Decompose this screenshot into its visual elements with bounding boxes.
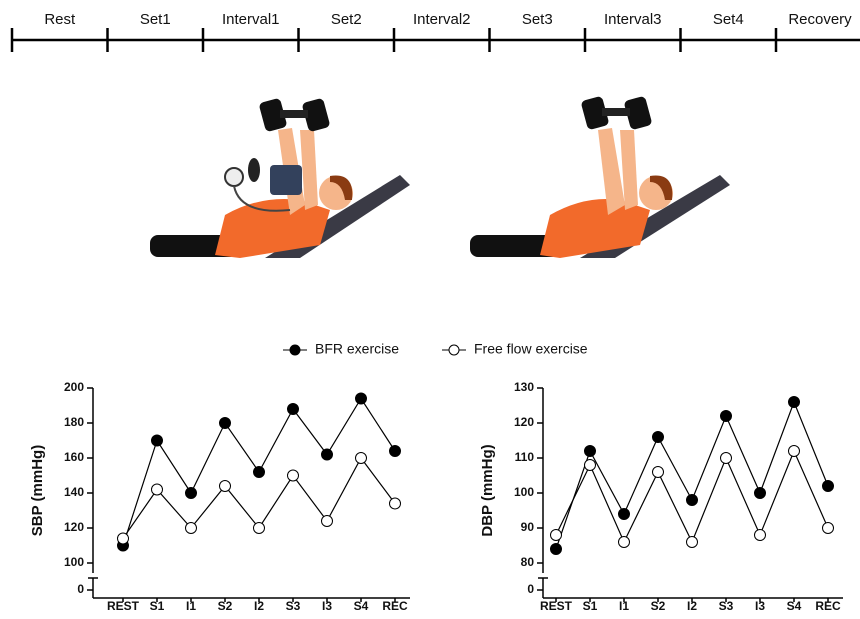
illustration-cuff [150, 98, 410, 258]
timeline-label: Set4 [713, 11, 744, 28]
y-tick-label: 100 [514, 485, 534, 499]
data-point [788, 396, 800, 408]
data-point [355, 452, 367, 464]
data-point [788, 445, 800, 457]
y-tick-label: 120 [514, 415, 534, 429]
data-point [151, 483, 163, 496]
timeline-label: Set3 [522, 11, 553, 28]
data-point [219, 480, 231, 492]
illustration-free [470, 96, 730, 258]
y-tick-label: 100 [64, 555, 84, 569]
timeline-label: Rest [44, 11, 76, 28]
x-tick-label: I1 [186, 599, 196, 613]
data-point [185, 487, 197, 499]
data-point [321, 515, 333, 527]
x-tick-label: I2 [254, 599, 264, 613]
x-tick-label: I2 [687, 599, 697, 613]
x-tick-label: S3 [286, 599, 301, 613]
x-tick-label: REC [815, 599, 841, 613]
timeline-label: Recovery [788, 11, 852, 28]
data-point [151, 434, 163, 447]
data-point [287, 469, 299, 482]
x-tick-label: S2 [218, 599, 233, 613]
data-point [618, 508, 630, 520]
x-tick-label: S4 [354, 599, 369, 613]
data-point [652, 431, 664, 443]
data-point [321, 448, 333, 461]
y-tick-label: 160 [64, 450, 84, 464]
y-tick-label: 0 [527, 582, 534, 596]
data-point [822, 480, 834, 492]
timeline-label: Set2 [331, 11, 362, 28]
x-tick-label: REST [540, 599, 573, 613]
y-axis-label: SBP (mmHg) [29, 445, 46, 536]
data-point [652, 466, 664, 478]
y-tick-label: 180 [64, 415, 84, 429]
y-tick-label: 120 [64, 520, 84, 534]
legend-marker [289, 344, 301, 356]
data-point [117, 532, 129, 545]
y-tick-label: 110 [515, 450, 535, 464]
timeline-label: Interval2 [413, 11, 471, 28]
legend-marker [448, 344, 460, 356]
x-tick-label: REST [107, 599, 140, 613]
data-point [584, 459, 596, 471]
data-point [686, 494, 698, 506]
data-point [754, 529, 766, 541]
y-tick-label: 90 [521, 520, 535, 534]
x-tick-label: I3 [322, 599, 332, 613]
data-point [389, 497, 401, 510]
data-point [822, 522, 834, 534]
y-tick-label: 80 [521, 555, 535, 569]
data-point [219, 417, 231, 429]
data-point [618, 536, 630, 548]
data-point [584, 445, 596, 457]
x-tick-label: S4 [787, 599, 802, 613]
x-tick-label: S2 [651, 599, 666, 613]
x-tick-label: S1 [150, 599, 165, 613]
data-point [287, 403, 299, 415]
data-point [389, 445, 401, 457]
x-tick-label: I1 [619, 599, 629, 613]
y-tick-label: 140 [64, 485, 84, 499]
data-point [550, 529, 562, 541]
y-tick-label: 130 [514, 380, 534, 394]
y-tick-label: 200 [64, 380, 84, 394]
data-point [720, 452, 732, 464]
x-tick-label: S1 [583, 599, 598, 613]
data-point [355, 392, 367, 405]
y-axis-label: DBP (mmHg) [479, 444, 496, 536]
data-point [185, 522, 197, 534]
y-tick-label: 0 [77, 582, 84, 596]
data-point [550, 543, 562, 555]
timeline-label: Interval1 [222, 11, 280, 28]
legend-label: Free flow exercise [474, 341, 588, 357]
timeline-label: Interval3 [604, 11, 662, 28]
x-tick-label: S3 [719, 599, 734, 613]
timeline-label: Set1 [140, 11, 171, 28]
series-line [555, 400, 829, 550]
x-tick-label: REC [382, 599, 408, 613]
data-point [720, 410, 732, 422]
x-tick-label: I3 [755, 599, 765, 613]
data-point [686, 536, 698, 548]
data-point [754, 487, 766, 499]
data-point [253, 522, 265, 534]
legend-label: BFR exercise [315, 341, 399, 357]
data-point [253, 466, 265, 478]
